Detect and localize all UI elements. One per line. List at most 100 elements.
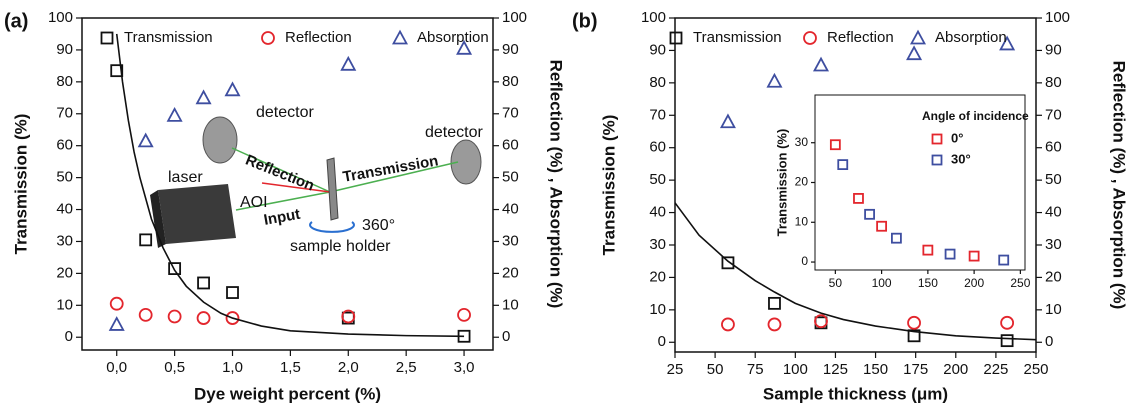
x-tick-label: 100 [872, 276, 892, 290]
y-tick-label: 70 [56, 105, 73, 122]
y2-tick-label: 50 [1045, 171, 1062, 188]
marker [341, 309, 356, 324]
x-tick-label: 1,0 [222, 359, 243, 376]
legend-label: 0° [951, 130, 963, 145]
marker [829, 139, 841, 151]
y2-axis-title: Reflection (%) , Absorption (%) [547, 60, 566, 309]
marker [197, 276, 210, 290]
marker [864, 208, 875, 220]
marker [168, 262, 182, 275]
marker [998, 254, 1010, 266]
y-tick-label: 70 [649, 106, 666, 123]
legend-marker [931, 154, 943, 166]
y-tick-label: 40 [649, 204, 666, 221]
x-tick-label: 2,5 [396, 359, 417, 376]
x-axis-title: Dye weight percent (%) [194, 384, 381, 403]
marker [226, 286, 239, 299]
y-tick-label: 60 [649, 139, 666, 156]
x-tick-label: 1,5 [280, 359, 301, 376]
diagram-label: Reflection [243, 152, 317, 195]
marker [166, 106, 183, 122]
legend-marker [391, 29, 409, 45]
y-tick-label: 100 [641, 9, 666, 26]
y-tick-label: 0 [658, 333, 666, 350]
marker [167, 309, 182, 324]
legend-title: Angle of incidence [922, 109, 1029, 123]
beam [235, 191, 331, 211]
y-tick-label: 10 [56, 296, 73, 313]
marker [891, 232, 902, 244]
y-tick-label: 10 [795, 214, 809, 228]
y2-tick-label: 40 [502, 201, 519, 218]
legend-label: Reflection [827, 29, 894, 46]
setup-diagram [150, 116, 482, 248]
diagram-label: sample holder [290, 238, 391, 255]
detector-icon [450, 139, 482, 185]
y2-tick-label: 100 [1045, 9, 1070, 26]
diagram-label: AOI [240, 194, 268, 211]
y-tick-label: 100 [48, 9, 73, 26]
y2-tick-label: 30 [502, 232, 519, 249]
marker [767, 317, 782, 332]
fit-curve [674, 202, 1037, 341]
marker [719, 113, 736, 129]
x-tick-label: 50 [707, 361, 724, 378]
y2-axis-title: Reflection (%) , Absorption (%) [1110, 61, 1129, 310]
plot-frame [674, 17, 1037, 353]
y2-tick-label: 20 [502, 264, 519, 281]
marker [906, 45, 923, 61]
x-tick-label: 2,0 [338, 359, 359, 376]
y-axis-title: Transmission (%) [11, 114, 30, 255]
y2-tick-label: 10 [1045, 301, 1062, 318]
y2-tick-label: 0 [502, 328, 510, 345]
marker [907, 329, 921, 343]
marker [225, 311, 240, 325]
sample-icon [326, 157, 339, 221]
rotation-arrow [309, 221, 355, 233]
marker [108, 316, 125, 331]
diagram-label: laser [168, 169, 203, 186]
diagram-label: 360° [362, 217, 395, 234]
y2-tick-label: 50 [502, 169, 519, 186]
legend-label: 30° [951, 151, 971, 166]
laser-icon [150, 190, 166, 248]
legend-marker [100, 31, 114, 45]
y-tick-label: 50 [56, 169, 73, 186]
marker [721, 256, 735, 270]
x-tick-label: 200 [943, 361, 968, 378]
y-tick-label: 80 [649, 74, 666, 91]
x-tick-label: 0,5 [164, 359, 185, 376]
marker [812, 56, 830, 72]
legend-label: Transmission [693, 29, 782, 46]
marker [721, 317, 735, 332]
x-tick-label: 75 [747, 361, 764, 378]
y-tick-label: 30 [795, 135, 809, 149]
legend-label: Absorption [417, 29, 489, 46]
y-tick-label: 40 [56, 201, 73, 218]
y2-tick-label: 90 [1045, 41, 1062, 58]
inset-chart: 50 100 150 200 250 0 10 20 30 Transmission (%) Ang… [774, 94, 1031, 290]
y2-tick-label: 30 [1045, 236, 1062, 253]
panel: 0,0 0,5 1,0 1,5 2,0 2,5 3,0 0 10 20 30 40 50 60 70 80 90… [4, 9, 566, 404]
y2-tick-label: 80 [502, 73, 519, 90]
beam [261, 182, 331, 193]
y-tick-label: 0 [65, 328, 73, 345]
legend-marker [909, 29, 927, 45]
legend-label: Reflection [285, 29, 352, 46]
y-axis-title: Transmission (%) [599, 115, 618, 256]
marker [999, 35, 1016, 51]
legend-marker [261, 31, 275, 45]
marker [766, 72, 783, 88]
y-tick-label: 50 [649, 171, 666, 188]
panel-label: (b) [572, 10, 598, 32]
marker [876, 220, 888, 232]
y2-tick-label: 100 [502, 9, 527, 26]
y2-tick-label: 0 [1045, 333, 1053, 350]
panel: 25 50 75 100 125 150 175 200 225 2500102030405060… [572, 9, 1129, 404]
marker [137, 132, 154, 148]
marker [340, 55, 357, 71]
detector-icon [202, 116, 238, 164]
x-tick-label: 125 [823, 361, 848, 378]
y-tick-label: 10 [649, 301, 666, 318]
x-tick-label: 25 [667, 361, 684, 378]
